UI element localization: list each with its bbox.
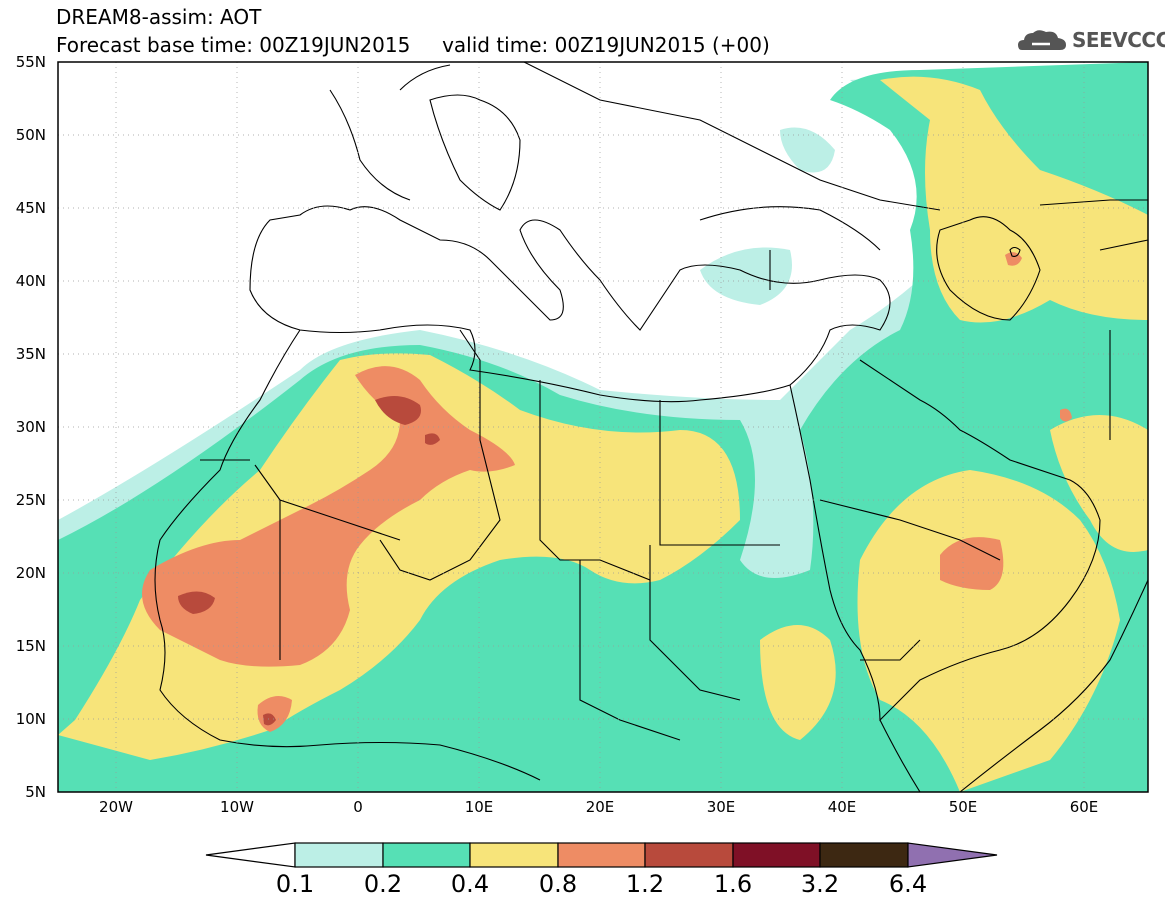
colorbar-segment [732, 842, 821, 868]
colorbar-label: 0.1 [275, 870, 315, 898]
colorbar [205, 842, 998, 868]
lon-label: 0 [353, 798, 363, 816]
lat-label: 30N [16, 418, 46, 436]
lat-label: 55N [16, 53, 46, 71]
colorbar-label: 0.2 [363, 870, 403, 898]
lat-label: 25N [16, 491, 46, 509]
seevccc-logo-text: SEEVCCC [1072, 28, 1165, 52]
latitude-labels: 55N 50N 45N 40N 35N 30N 25N 20N 15N 10N … [16, 53, 46, 801]
colorbar-max-arrow [907, 842, 998, 868]
lon-label: 20E [586, 798, 615, 816]
lat-label: 45N [16, 199, 46, 217]
colorbar-segment [469, 842, 559, 868]
colorbar-label: 0.8 [538, 870, 578, 898]
lat-label: 50N [16, 126, 46, 144]
lat-label: 15N [16, 637, 46, 655]
lon-label: 30E [707, 798, 736, 816]
colorbar-min-arrow [205, 842, 296, 868]
lon-label: 10W [220, 798, 254, 816]
lon-label: 50E [949, 798, 978, 816]
map-title: DREAM8-assim: AOT [56, 5, 262, 29]
lat-label: 20N [16, 564, 46, 582]
lat-label: 40N [16, 272, 46, 290]
lon-label: 40E [828, 798, 857, 816]
colorbar-segment [819, 842, 909, 868]
lat-label: 5N [25, 783, 46, 801]
colorbar-label: 6.4 [888, 870, 928, 898]
lat-label: 35N [16, 345, 46, 363]
colorbar-segment [644, 842, 734, 868]
aot-field [58, 62, 1148, 792]
lat-label: 10N [16, 710, 46, 728]
map-frame [57, 61, 1149, 793]
forecast-time-line: Forecast base time: 00Z19JUN2015 valid t… [56, 33, 770, 57]
colorbar-segment [557, 842, 646, 868]
cloud-logo-icon [1018, 30, 1066, 50]
colorbar-segment [294, 842, 384, 868]
lon-label: 10E [465, 798, 494, 816]
lon-label: 60E [1070, 798, 1099, 816]
colorbar-label: 0.4 [450, 870, 490, 898]
colorbar-label: 3.2 [800, 870, 840, 898]
colorbar-segment [382, 842, 471, 868]
lon-label: 20W [99, 798, 133, 816]
colorbar-label: 1.2 [625, 870, 665, 898]
colorbar-label: 1.6 [713, 870, 753, 898]
longitude-labels: 20W 10W 0 10E 20E 30E 40E 50E 60E [99, 798, 1098, 816]
